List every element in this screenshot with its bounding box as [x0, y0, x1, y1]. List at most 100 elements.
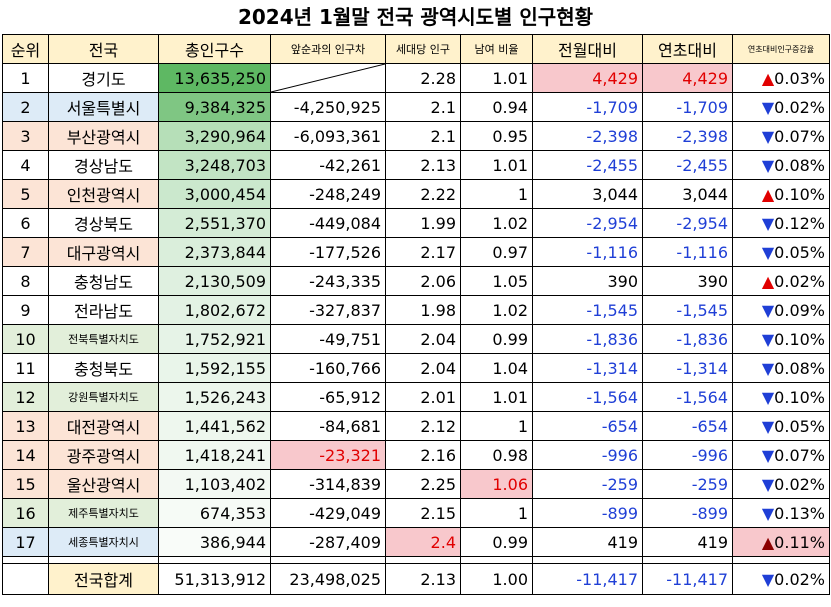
table-row: 8 충청남도 2,130,509 -243,335 2.06 1.05 390 390 ▲0.0… — [2, 266, 830, 296]
mom-cell: -996 — [532, 440, 643, 470]
household-cell: 2.17 — [385, 237, 461, 267]
diff-cell: -327,837 — [270, 295, 386, 325]
ytd-cell: -2,455 — [642, 150, 733, 180]
diff-cell: -23,321 — [270, 440, 386, 470]
rank-cell: 3 — [2, 121, 49, 151]
total-ytd-cell: -11,417 — [642, 563, 733, 595]
region-cell: 경상북도 — [48, 208, 159, 238]
header-row: 순위 전국 총인구수 앞순과의 인구차 세대당 인구 남여 비율 전월대비 연초… — [2, 34, 830, 64]
ytd-rate-cell: ▼0.05% — [732, 237, 830, 267]
rank-cell: 11 — [2, 353, 49, 383]
rank-cell: 6 — [2, 208, 49, 238]
ratio-cell: 0.99 — [460, 324, 533, 354]
mom-cell: -654 — [532, 411, 643, 441]
ytd-rate-cell: ▼0.05% — [732, 411, 830, 441]
population-cell: 1,103,402 — [158, 469, 271, 499]
mom-cell: 4,429 — [532, 63, 643, 93]
ytd-cell: -899 — [642, 498, 733, 528]
ytd-rate-value: 0.02% — [774, 97, 825, 117]
ratio-cell: 1.02 — [460, 208, 533, 238]
ratio-cell: 1.01 — [460, 150, 533, 180]
down-triangle-icon: ▼ — [761, 242, 775, 262]
population-cell: 13,635,250 — [158, 63, 271, 93]
mom-cell: -1,116 — [532, 237, 643, 267]
down-triangle-icon: ▼ — [761, 416, 775, 436]
diff-cell: -248,249 — [270, 179, 386, 209]
diff-cell: -177,526 — [270, 237, 386, 267]
ytd-rate-value: 0.07% — [774, 126, 825, 146]
household-cell: 2.16 — [385, 440, 461, 470]
ytd-rate-cell: ▼0.07% — [732, 440, 830, 470]
ytd-rate-cell: ▲0.03% — [732, 63, 830, 93]
down-triangle-icon: ▼ — [761, 300, 775, 320]
ytd-cell: -259 — [642, 469, 733, 499]
table-row: 6 경상북도 2,551,370 -449,084 1.99 1.02 -2,954 -2,9… — [2, 208, 830, 238]
ytd-cell: -1,545 — [642, 295, 733, 325]
rank-cell: 9 — [2, 295, 49, 325]
household-cell: 2.28 — [385, 63, 461, 93]
down-triangle-icon: ▼ — [761, 329, 775, 349]
diff-cell: -6,093,361 — [270, 121, 386, 151]
ratio-cell: 0.97 — [460, 237, 533, 267]
region-cell: 전라남도 — [48, 295, 159, 325]
ratio-cell: 1 — [460, 179, 533, 209]
table-row: 12 강원특별자치도 1,526,243 -65,912 2.01 1.01 -1,564-… — [2, 382, 830, 412]
mom-cell: 419 — [532, 527, 643, 557]
diff-cell: -287,409 — [270, 527, 386, 557]
ytd-rate-value: 0.05% — [774, 242, 825, 262]
table-row: 7 대구광역시 2,373,844 -177,526 2.17 0.97 -1,116 -1,… — [2, 237, 830, 267]
diff-cell: -449,084 — [270, 208, 386, 238]
mom-cell: -2,398 — [532, 121, 643, 151]
mom-cell: 390 — [532, 266, 643, 296]
mom-cell: 3,044 — [532, 179, 643, 209]
ratio-cell: 0.94 — [460, 92, 533, 122]
household-cell: 2.13 — [385, 150, 461, 180]
total-mom-cell: -11,417 — [532, 563, 643, 595]
table-row: 10 전북특별자치도 1,752,921 -49,751 2.04 0.99 -1,836-… — [2, 324, 830, 354]
population-cell: 2,130,509 — [158, 266, 271, 296]
ytd-rate-value: 0.11% — [774, 532, 825, 552]
ytd-cell: -996 — [642, 440, 733, 470]
rank-cell: 4 — [2, 150, 49, 180]
ytd-cell: -1,564 — [642, 382, 733, 412]
region-cell: 부산광역시 — [48, 121, 159, 151]
rank-cell: 16 — [2, 498, 49, 528]
ytd-cell: -1,116 — [642, 237, 733, 267]
col-rank-header: 순위 — [2, 34, 49, 64]
table-row: 14 광주광역시 1,418,241 -23,321 2.16 0.98 -996 -996 ▼… — [2, 440, 830, 470]
mom-cell: -899 — [532, 498, 643, 528]
col-ytd-rate-header: 연초대비인구증감율 — [732, 34, 830, 64]
region-cell: 서울특별시 — [48, 92, 159, 122]
rank-cell: 10 — [2, 324, 49, 354]
household-cell: 1.98 — [385, 295, 461, 325]
region-cell: 경상남도 — [48, 150, 159, 180]
population-cell: 3,290,964 — [158, 121, 271, 151]
ytd-cell: 3,044 — [642, 179, 733, 209]
mom-cell: -259 — [532, 469, 643, 499]
ytd-rate-cell: ▼0.09% — [732, 295, 830, 325]
col-ytd-header: 연초대비 — [642, 34, 733, 64]
diff-cell: -160,766 — [270, 353, 386, 383]
rank-cell: 14 — [2, 440, 49, 470]
household-cell: 2.25 — [385, 469, 461, 499]
down-triangle-icon: ▼ — [761, 445, 775, 465]
ytd-rate-cell: ▼0.08% — [732, 150, 830, 180]
mom-cell: -2,954 — [532, 208, 643, 238]
col-diff-header: 앞순과의 인구차 — [270, 34, 386, 64]
household-cell: 2.4 — [385, 527, 461, 557]
rank-cell: 13 — [2, 411, 49, 441]
ratio-cell: 1.05 — [460, 266, 533, 296]
diagonal-line — [271, 64, 385, 92]
population-cell: 386,944 — [158, 527, 271, 557]
mom-cell: -1,545 — [532, 295, 643, 325]
diff-cell — [270, 63, 386, 93]
household-cell: 1.99 — [385, 208, 461, 238]
table-row: 5 인천광역시 3,000,454 -248,249 2.22 1 3,044 3,044 ▲0… — [2, 179, 830, 209]
ytd-rate-cell: ▼0.08% — [732, 353, 830, 383]
region-cell: 전북특별자치도 — [48, 324, 159, 354]
total-household-cell: 2.13 — [385, 563, 461, 595]
spacer-row — [2, 556, 830, 564]
ytd-rate-value: 0.12% — [774, 213, 825, 233]
household-cell: 2.12 — [385, 411, 461, 441]
down-triangle-icon: ▼ — [761, 213, 775, 233]
